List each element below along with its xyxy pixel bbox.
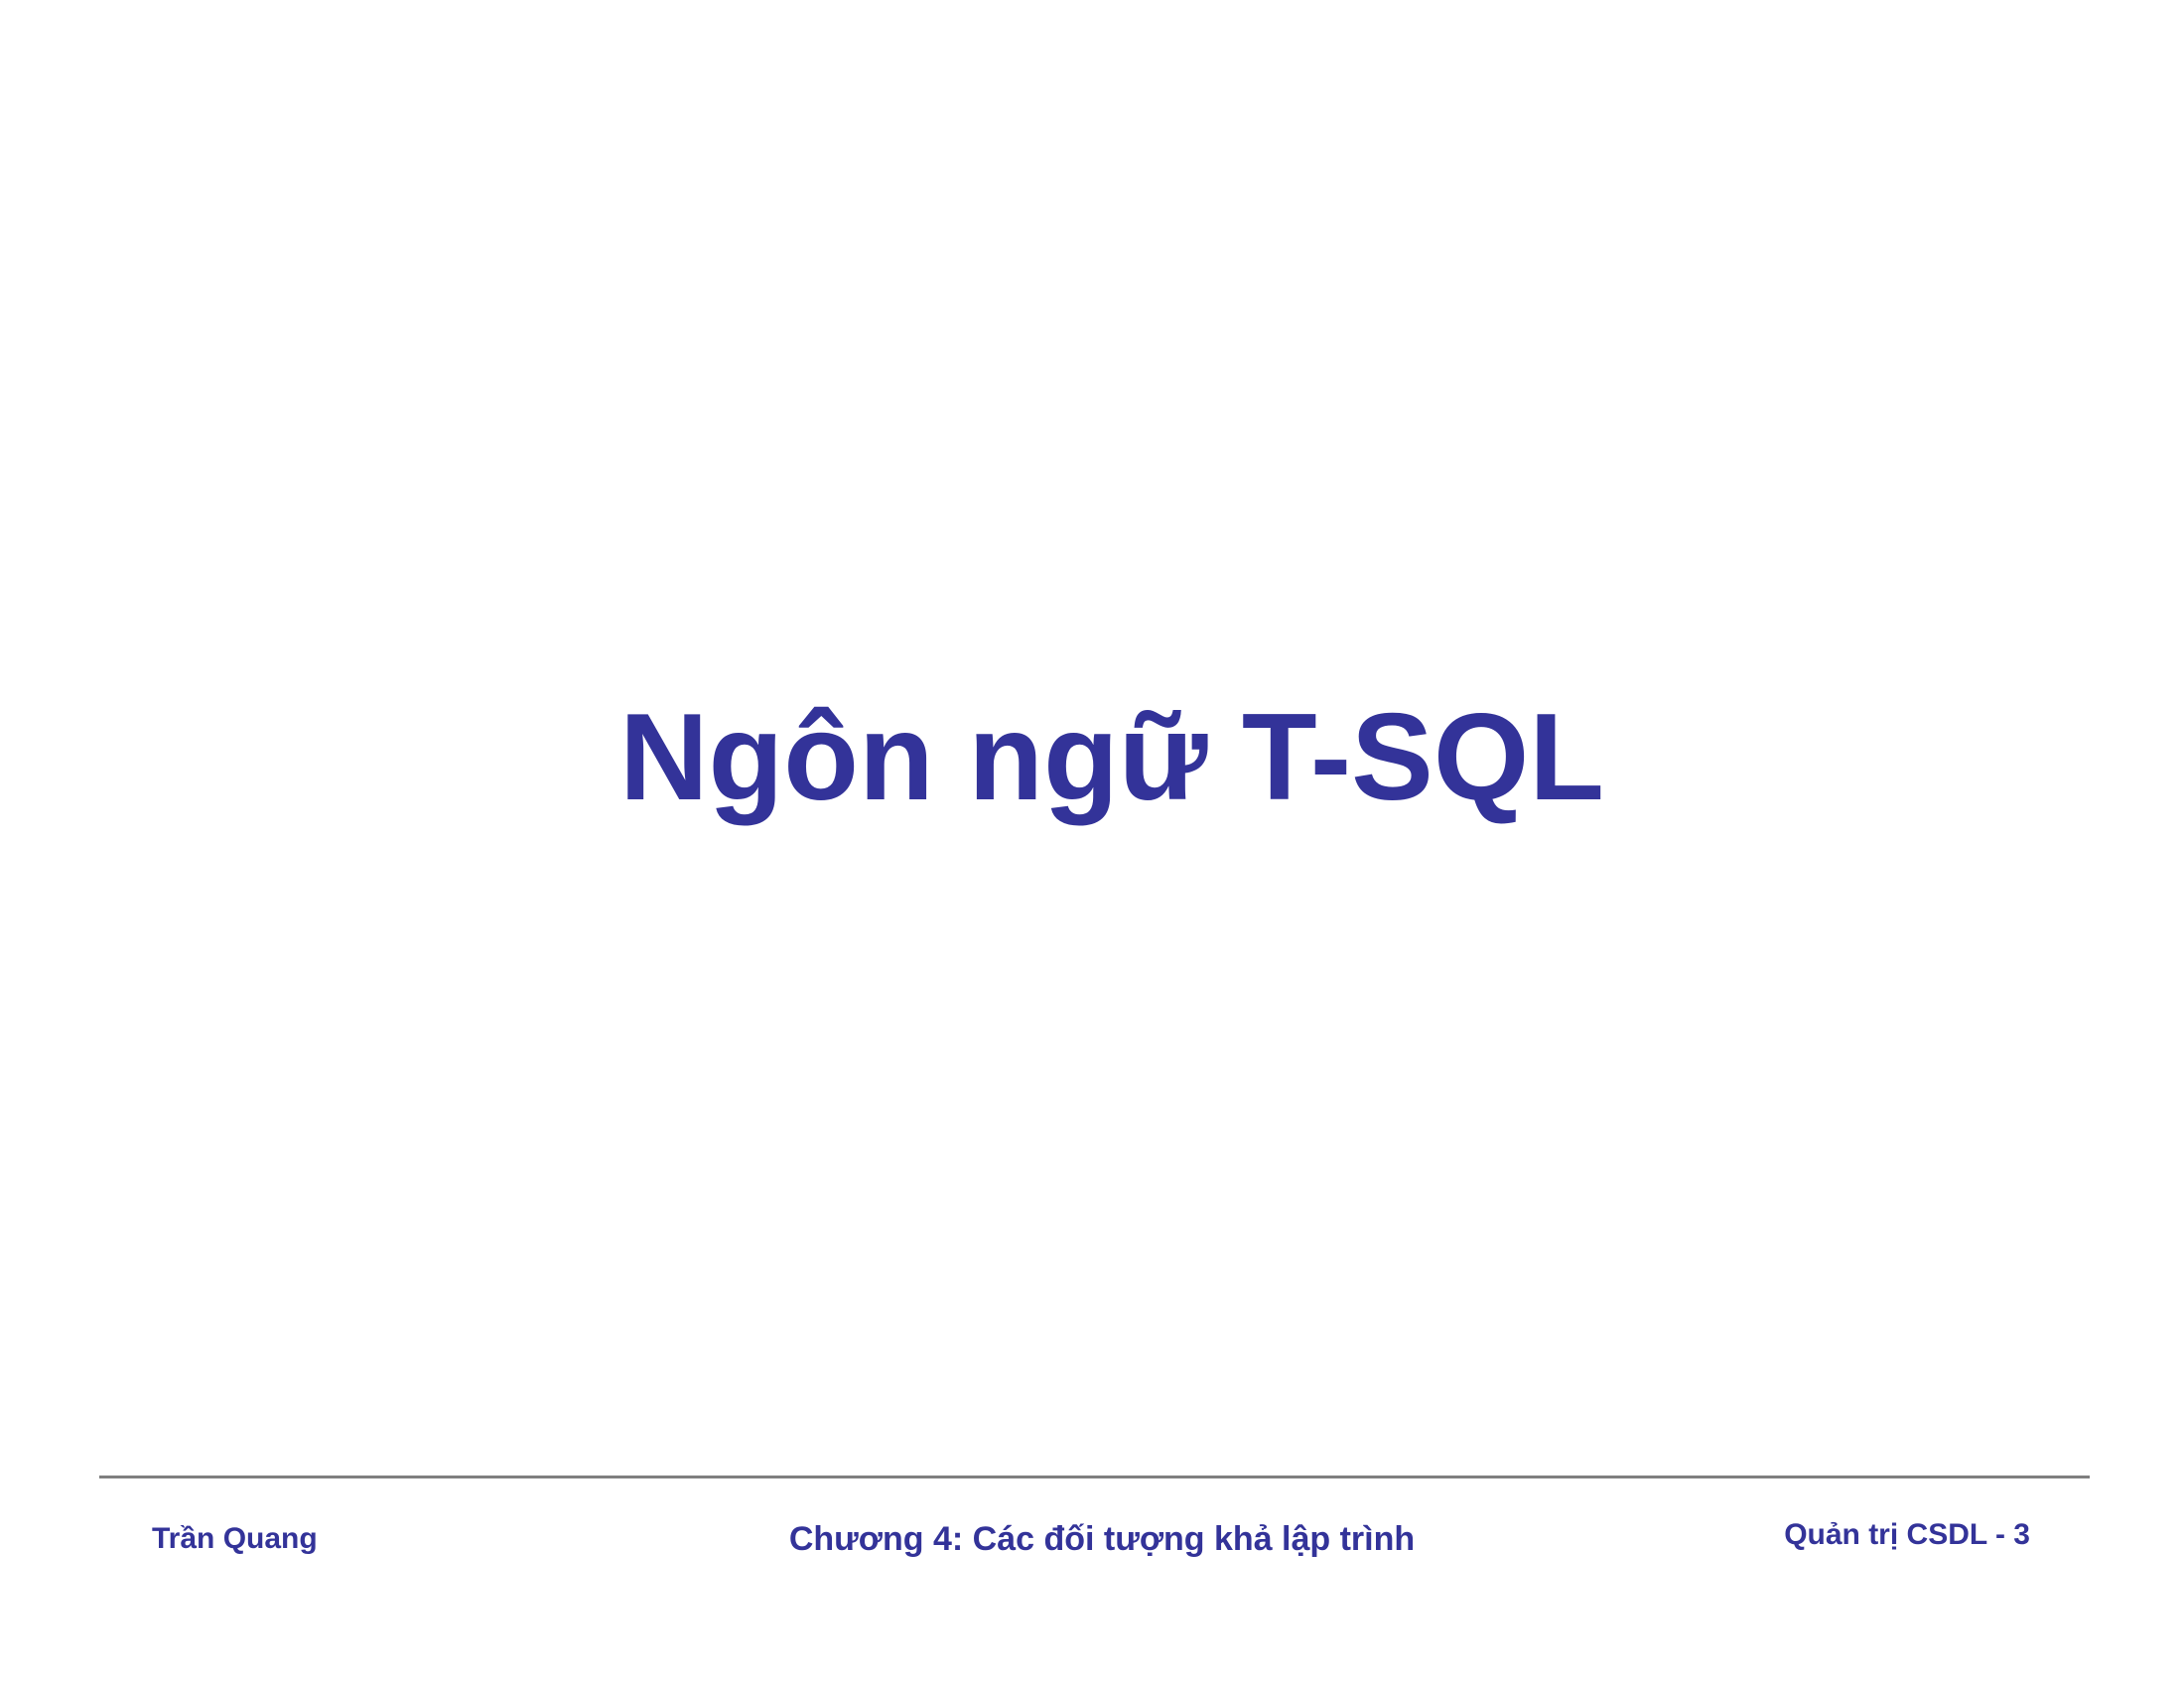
slide-title: Ngôn ngữ T-SQL xyxy=(618,689,1605,826)
footer-chapter: Chương 4: Các đối tượng khả lập trình xyxy=(788,1520,1416,1558)
footer-author: Trần Quang xyxy=(152,1522,318,1555)
footer-course-page: Quản trị CSDL - 3 xyxy=(1784,1518,2030,1551)
footer-divider xyxy=(99,1476,2090,1478)
